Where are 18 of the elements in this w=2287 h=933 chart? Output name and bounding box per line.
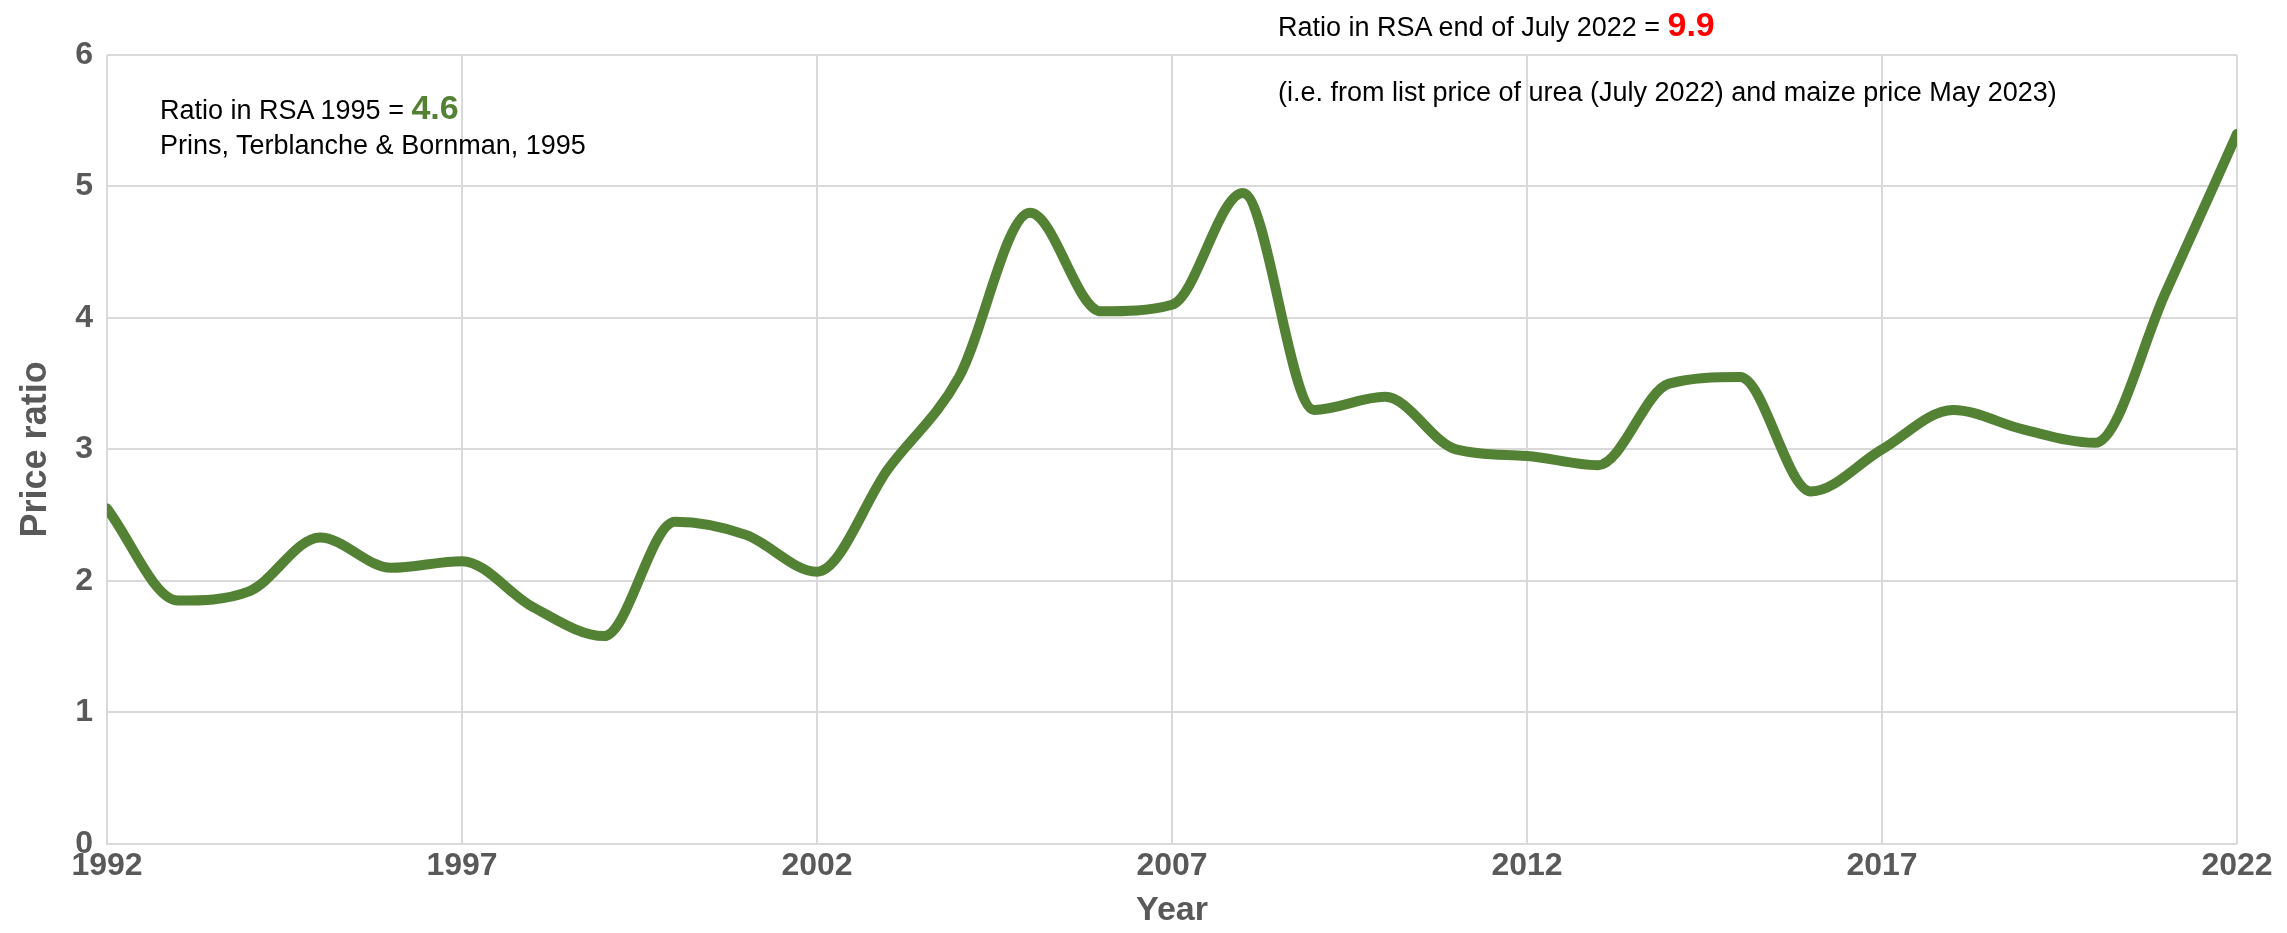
y-tick-label: 5 (75, 166, 93, 203)
y-tick-label: 6 (75, 34, 93, 71)
y-tick-label: 1 (75, 692, 93, 729)
y-tick-label: 3 (75, 429, 93, 466)
y-axis-title: Price ratio (12, 361, 54, 538)
x-tick-label: 1997 (426, 845, 498, 882)
x-tick-label: 2017 (1846, 845, 1918, 882)
x-tick-label: 2012 (1491, 845, 1563, 882)
x-tick-label: 2022 (2201, 845, 2273, 882)
y-tick-label: 4 (75, 297, 94, 334)
y-tick-label: 2 (75, 560, 93, 597)
text: Ratio in RSA end of July 2022 = 9.9 (1278, 4, 1715, 45)
annotation: (i.e. from list price of urea (July 2022) and maize price May 2023) (1278, 76, 2057, 109)
x-tick-label: 2007 (1136, 845, 1208, 882)
x-axis-title: Year (1136, 888, 1208, 927)
annotation: Ratio in RSA 1995 = 4.6 (160, 87, 459, 128)
x-tick-label: 2002 (781, 845, 853, 882)
annotation: Prins, Terblanche & Bornman, 1995 (160, 129, 586, 162)
